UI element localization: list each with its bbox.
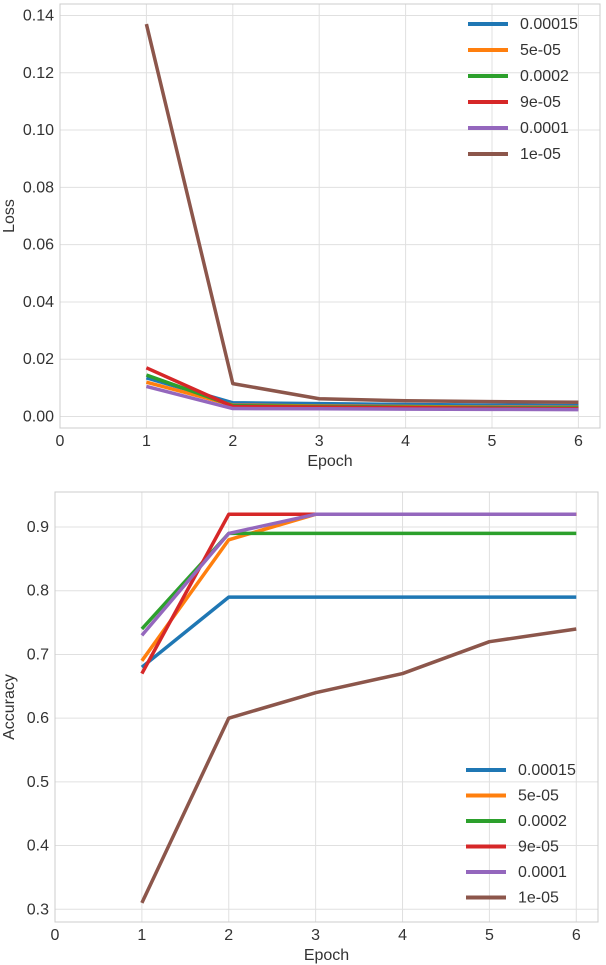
x-axis-label: Epoch <box>304 947 349 964</box>
y-tick-label: 0.02 <box>23 351 54 368</box>
plot-frame <box>59 3 601 429</box>
plot-frame <box>54 491 599 923</box>
y-tick-label: 0.14 <box>23 7 54 24</box>
x-tick-label: 6 <box>572 927 581 944</box>
x-tick-label: 3 <box>315 433 324 450</box>
legend-entry: 0.0001 <box>520 120 569 137</box>
legend-entry: 9e-05 <box>518 839 559 856</box>
x-tick-label: 2 <box>224 927 233 944</box>
y-tick-label: 0.06 <box>23 237 54 254</box>
legend-entry: 1e-05 <box>520 146 561 163</box>
legend-entry: 0.0002 <box>520 68 569 85</box>
chart-0: 0 1 2 3 4 5 6 0.00 0.02 0.04 0.06 0.08 0.10 0.12 0.14 E… <box>1 3 601 470</box>
x-tick-label: 5 <box>485 927 494 944</box>
series-line-9e-05 <box>140 512 577 675</box>
y-tick-label: 0.4 <box>27 838 49 855</box>
x-tick-label: 3 <box>311 927 320 944</box>
y-axis-label: Loss <box>1 199 18 233</box>
y-tick-label: 0.12 <box>23 65 54 82</box>
y-tick-label: 0.9 <box>27 519 49 536</box>
series-line-0.0001 <box>140 512 577 637</box>
legend-entry: 0.00015 <box>518 762 576 779</box>
x-tick-label: 1 <box>137 927 146 944</box>
legend-entry: 1e-05 <box>518 890 559 907</box>
legend-entry: 0.0001 <box>518 864 567 881</box>
legend-entry: 9e-05 <box>520 94 561 111</box>
x-tick-label: 4 <box>398 927 407 944</box>
x-tick-label: 0 <box>56 433 65 450</box>
series-line-0.00015 <box>140 595 577 669</box>
legend-entry: 5e-05 <box>520 42 561 59</box>
y-tick-label: 0.04 <box>23 294 54 311</box>
y-tick-label: 0.00 <box>23 409 54 426</box>
y-tick-label: 0.7 <box>27 646 49 663</box>
x-tick-label: 4 <box>401 433 410 450</box>
y-tick-label: 0.08 <box>23 179 54 196</box>
y-tick-label: 0.6 <box>27 710 49 727</box>
legend-entry: 0.0002 <box>518 813 567 830</box>
x-tick-label: 5 <box>488 433 497 450</box>
chart-1: 0 1 2 3 4 5 6 0.3 0.4 0.5 0.6 0.7 0.8 0.9 Epoch Accurac… <box>1 491 599 964</box>
y-tick-label: 0.8 <box>27 583 49 600</box>
y-tick-label: 0.10 <box>23 122 54 139</box>
y-tick-label: 0.3 <box>27 901 49 918</box>
legend-entry: 0.00015 <box>520 16 578 33</box>
x-tick-label: 6 <box>574 433 583 450</box>
series-line-1e-05 <box>144 23 579 404</box>
x-tick-label: 0 <box>51 927 60 944</box>
x-tick-label: 1 <box>142 433 151 450</box>
x-axis-label: Epoch <box>307 453 352 470</box>
y-axis-label: Accuracy <box>1 674 18 740</box>
series-line-1e-05 <box>140 627 577 904</box>
legend-entry: 5e-05 <box>518 788 559 805</box>
y-tick-label: 0.5 <box>27 774 49 791</box>
x-tick-label: 2 <box>228 433 237 450</box>
series-line-0.0001 <box>145 384 579 412</box>
